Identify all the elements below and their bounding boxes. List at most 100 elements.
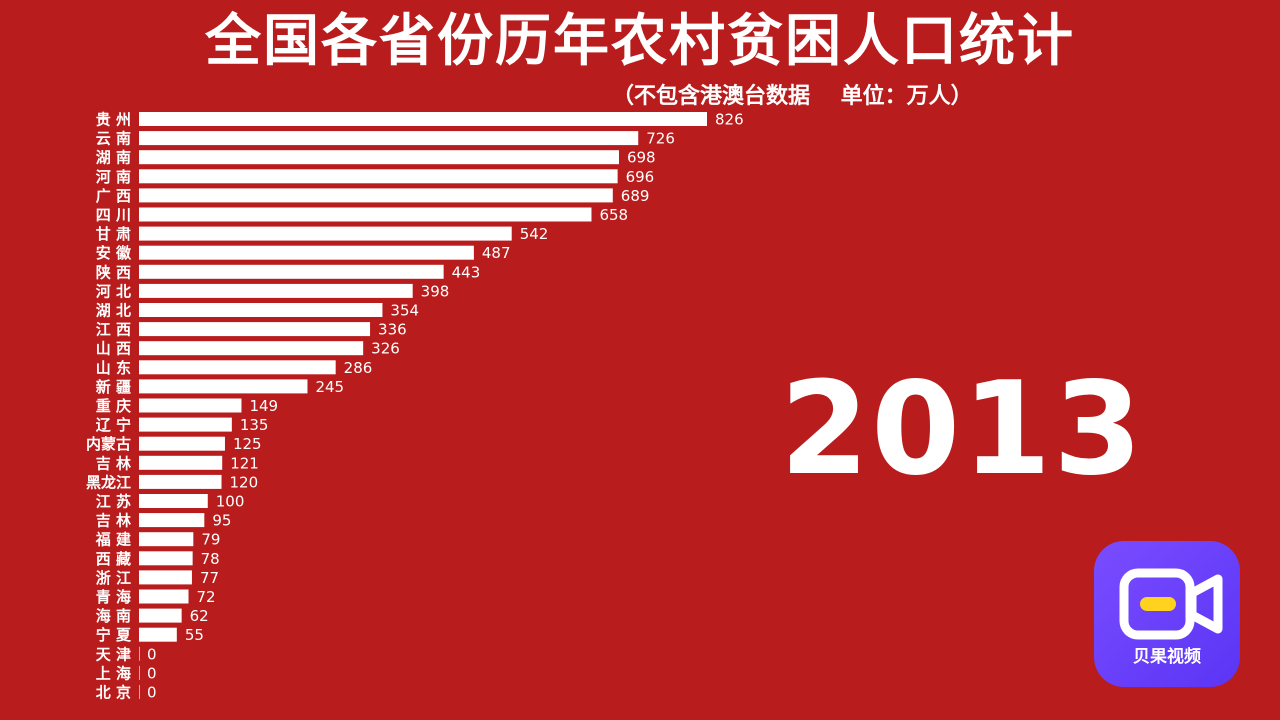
category-label: 北 京 <box>96 684 131 702</box>
value-label: 398 <box>421 282 450 300</box>
category-label: 安 徽 <box>96 244 132 262</box>
bar <box>139 112 707 126</box>
bar <box>139 131 639 146</box>
bar <box>139 283 413 298</box>
category-label: 上 海 <box>96 664 131 682</box>
category-label: 湖 北 <box>96 302 131 320</box>
value-label: 55 <box>185 626 204 644</box>
bar <box>139 685 140 699</box>
value-label: 0 <box>147 645 157 663</box>
bar <box>139 646 140 661</box>
category-label: 海 南 <box>96 607 131 625</box>
bar <box>139 322 371 337</box>
logo-text: 贝果视频 <box>1133 647 1201 667</box>
bar <box>139 207 592 222</box>
category-label: 贵 州 <box>96 111 131 129</box>
bar <box>139 455 223 470</box>
value-label: 95 <box>212 512 231 530</box>
bar <box>139 264 444 279</box>
year-label: 2013 <box>780 355 1145 504</box>
category-label: 福 建 <box>95 531 132 549</box>
value-label: 698 <box>627 149 656 167</box>
value-label: 326 <box>371 340 400 358</box>
value-label: 0 <box>147 664 157 682</box>
category-label: 山 东 <box>96 359 131 377</box>
bar <box>139 188 613 203</box>
value-label: 72 <box>197 588 216 606</box>
bar <box>139 474 222 489</box>
value-label: 79 <box>201 531 220 549</box>
chart-title: 全国各省份历年农村贫困人口统计 <box>205 9 1075 74</box>
value-label: 336 <box>378 321 407 339</box>
category-label: 云 南 <box>96 130 131 148</box>
value-label: 0 <box>147 684 157 702</box>
bar <box>139 532 194 547</box>
bar <box>139 226 512 241</box>
category-label: 广 西 <box>96 187 131 205</box>
value-label: 149 <box>249 397 278 415</box>
value-label: 125 <box>233 435 262 453</box>
category-label: 陕 西 <box>96 263 131 281</box>
bar <box>139 608 182 623</box>
category-label: 四 川 <box>96 206 131 224</box>
bar <box>139 513 205 528</box>
value-label: 120 <box>230 473 259 491</box>
category-label: 河 南 <box>96 168 131 186</box>
value-label: 77 <box>200 569 219 587</box>
category-label: 新 疆 <box>96 378 131 396</box>
value-label: 443 <box>452 263 481 281</box>
category-label: 宁 夏 <box>96 626 132 644</box>
bar <box>139 551 193 566</box>
bar <box>139 665 140 680</box>
value-label: 696 <box>626 168 655 186</box>
bar <box>139 494 208 508</box>
category-label: 浙 江 <box>96 569 131 587</box>
value-label: 726 <box>646 130 675 148</box>
value-label: 542 <box>520 225 549 243</box>
category-label: 黑龙江 <box>86 473 131 491</box>
bar <box>139 360 336 375</box>
bar <box>139 436 225 451</box>
bar <box>139 245 474 260</box>
value-label: 245 <box>315 378 344 396</box>
category-label: 吉 林 <box>96 454 132 472</box>
value-label: 62 <box>190 607 209 625</box>
value-label: 689 <box>621 187 650 205</box>
value-label: 135 <box>240 416 269 434</box>
category-label: 天 津 <box>96 645 131 663</box>
bar <box>139 150 619 165</box>
category-label: 辽 宁 <box>96 416 131 434</box>
category-label: 山 西 <box>96 340 131 358</box>
bar <box>139 379 308 394</box>
bar <box>139 417 232 432</box>
bar <box>139 589 189 604</box>
bar <box>139 570 192 585</box>
value-label: 121 <box>230 454 259 472</box>
value-label: 286 <box>344 359 373 377</box>
category-label: 甘 肃 <box>96 225 131 243</box>
chart-subtitle: （不包含港澳台数据 单位：万人） <box>612 84 973 109</box>
value-label: 658 <box>599 206 628 224</box>
bar <box>139 341 364 356</box>
value-label: 487 <box>482 244 511 262</box>
category-label: 河 北 <box>96 282 131 300</box>
category-label: 青 海 <box>96 588 131 606</box>
value-label: 826 <box>715 111 744 129</box>
category-label: 西 藏 <box>96 550 131 568</box>
value-label: 78 <box>201 550 220 568</box>
bar <box>139 398 242 413</box>
bar <box>139 169 618 184</box>
category-label: 重 庆 <box>96 397 131 415</box>
category-label: 江 苏 <box>96 493 131 511</box>
bar <box>139 627 177 642</box>
bar <box>139 303 383 317</box>
category-label: 湖 南 <box>96 149 131 167</box>
video-camera-icon <box>1119 568 1223 640</box>
category-label: 江 西 <box>96 321 131 339</box>
category-label: 吉 林 <box>96 512 132 530</box>
app-logo: 贝果视频 <box>1094 541 1240 687</box>
value-label: 354 <box>390 302 419 320</box>
value-label: 100 <box>216 493 245 511</box>
